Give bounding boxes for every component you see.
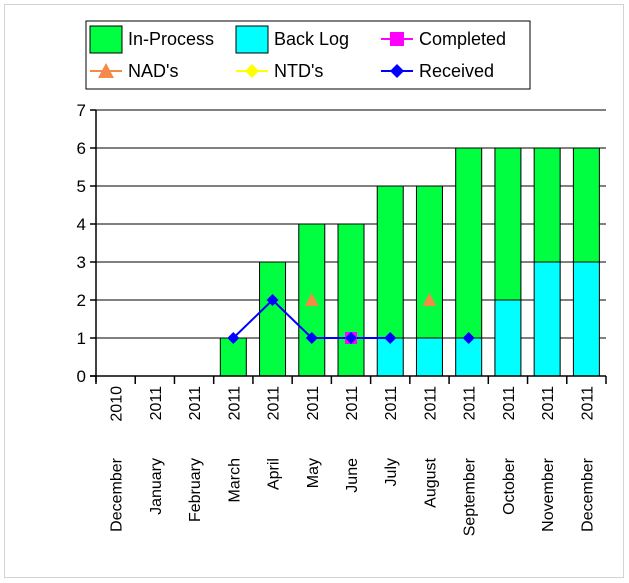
bar-back-log — [376, 337, 404, 377]
marker-received — [462, 332, 475, 344]
x-tick-label-month: February — [187, 458, 204, 522]
bar-back-log — [533, 261, 561, 377]
legend-swatch-back-log — [235, 25, 269, 54]
x-tick-label-year: 2011 — [187, 386, 204, 421]
y-tick-label: 6 — [77, 139, 86, 158]
bar-in-process — [533, 147, 561, 263]
marker-received — [305, 332, 318, 344]
legend: In-Process Back Log Completed NAD's NTD's Rec… — [85, 20, 531, 90]
bar-in-process — [219, 337, 247, 377]
bar-in-process — [259, 261, 287, 377]
y-tick-label: 3 — [77, 253, 86, 272]
x-tick-label-month: December — [579, 457, 596, 531]
x-tick-label-year: 2011 — [148, 386, 165, 421]
legend-marker-ntd-s — [245, 64, 259, 78]
x-tick-label-month: September — [462, 457, 479, 536]
x-tick-label-month: November — [540, 457, 557, 531]
markers — [227, 293, 475, 344]
legend-label-nad-s: NAD's — [128, 61, 178, 81]
bar-in-process — [376, 185, 404, 339]
x-tick-label-year: 2011 — [226, 386, 243, 421]
x-tick-label-year: 2011 — [462, 386, 479, 421]
legend-marker-completed — [390, 32, 404, 46]
bar-back-log — [494, 299, 522, 377]
x-tick-label-year: 2011 — [383, 386, 400, 421]
bar-in-process — [455, 147, 483, 339]
bar-in-process — [337, 223, 365, 377]
legend-label-back-log: Back Log — [274, 29, 349, 49]
x-tick-label-year: 2011 — [266, 386, 283, 421]
legend-label-ntd-s: NTD's — [274, 61, 323, 81]
legend-box — [85, 20, 531, 90]
y-tick-label: 0 — [77, 367, 86, 386]
marker-received — [266, 294, 279, 306]
x-tick-label-year: 2011 — [540, 386, 557, 421]
x-tick-label-year: 2011 — [422, 386, 439, 421]
axes: 0 1 2 3 4 5 6 7 2010 December 2011 January 2011 Febru… — [77, 101, 607, 536]
x-tick-label-year: 2010 — [109, 386, 126, 422]
marker-received — [384, 332, 397, 344]
x-tick-label-month: December — [109, 457, 126, 531]
legend-label-in-process: In-Process — [128, 29, 214, 49]
legend-label-received: Received — [419, 61, 494, 81]
x-tick-label-year: 2011 — [501, 386, 518, 421]
x-tick-label-month: August — [422, 457, 439, 507]
y-tick-label: 7 — [77, 101, 86, 120]
x-tick-label-year: 2011 — [305, 386, 322, 421]
x-tick-label-month: March — [226, 458, 243, 502]
bar-in-process — [494, 147, 522, 301]
bar-back-log — [415, 337, 443, 377]
y-tick-label: 2 — [77, 291, 86, 310]
y-tick-label: 1 — [77, 329, 86, 348]
x-tick-label-month: June — [344, 458, 361, 493]
x-tick-label-month: January — [148, 458, 165, 515]
x-tick-label-month: July — [383, 458, 400, 486]
marker-nad-s — [422, 293, 437, 306]
x-tick-label-month: April — [266, 458, 283, 490]
bar-back-log — [572, 261, 600, 377]
x-tick-label-month: May — [305, 458, 322, 488]
x-tick-label-year: 2011 — [344, 386, 361, 421]
y-tick-label: 5 — [77, 177, 86, 196]
legend-marker-nad-s — [98, 63, 114, 78]
legend-label-completed: Completed — [419, 29, 506, 49]
marker-received — [227, 332, 240, 344]
bar-in-process — [572, 147, 600, 263]
marker-nad-s — [304, 293, 319, 306]
x-tick-label-month: October — [501, 457, 518, 515]
y-tick-label: 4 — [77, 215, 86, 234]
legend-marker-received — [390, 64, 404, 78]
bar-in-process — [415, 185, 443, 339]
x-tick-label-year: 2011 — [579, 386, 596, 421]
legend-swatch-in-process — [89, 25, 123, 54]
marker-received — [345, 332, 357, 344]
